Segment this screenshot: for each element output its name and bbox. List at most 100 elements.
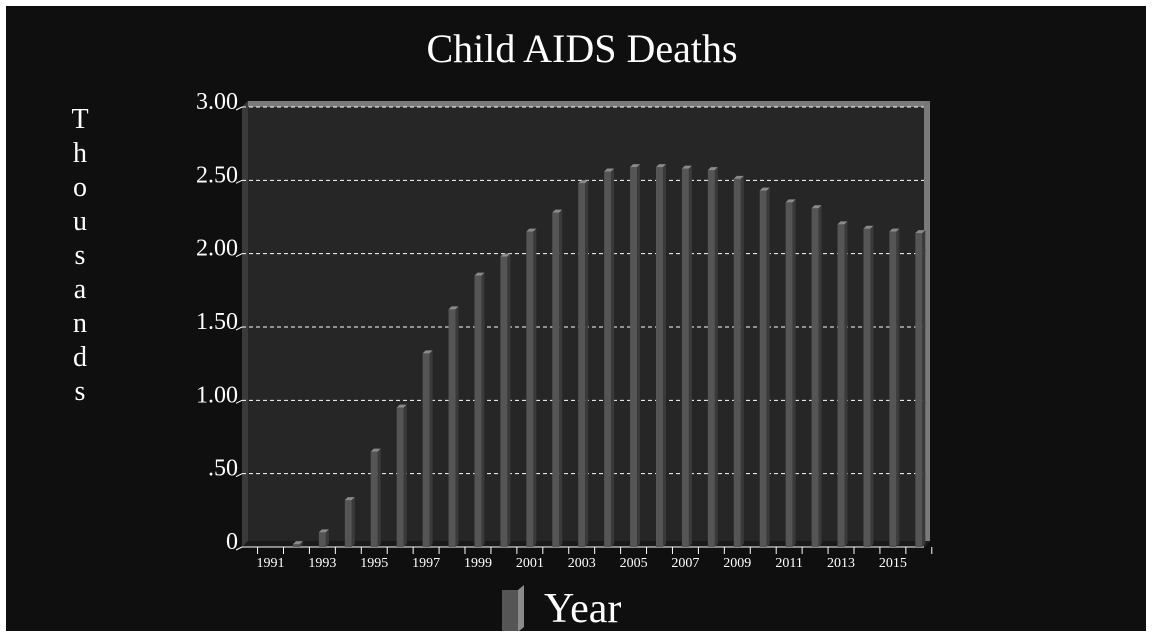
bar	[448, 309, 456, 547]
chart-frame: Child AIDS Deaths 0 .50 1.00 1.50 2.00 2.50 3.…	[6, 6, 1146, 631]
bar	[630, 167, 638, 547]
bar	[863, 228, 871, 547]
chart: Child AIDS Deaths 0 .50 1.00 1.50 2.00 2.50 3.…	[196, 26, 933, 631]
y-tick	[235, 179, 243, 184]
bar	[396, 407, 404, 547]
bar	[889, 231, 897, 547]
bar-side	[922, 230, 926, 547]
y-axis-label-char: u	[73, 206, 87, 237]
y-axis-label-char: T	[71, 104, 89, 135]
bar-side	[325, 529, 329, 547]
plot-area: 0 .50 1.00 1.50 2.00 2.50 3.00 1991 1993 1995 1997…	[196, 89, 933, 571]
bar-side	[766, 187, 770, 547]
y-tick	[235, 253, 243, 258]
y-tick-label: .50	[208, 456, 238, 482]
bar-top	[318, 529, 329, 533]
y-tick	[235, 473, 243, 478]
y-tick-label: 2.00	[196, 236, 238, 262]
bar	[811, 208, 819, 547]
bar-top	[604, 168, 615, 172]
bar	[707, 170, 715, 548]
bar-side	[611, 168, 615, 548]
bar-side	[429, 350, 433, 547]
y-axis-label-char: h	[73, 138, 87, 169]
y-tick-label: 0	[226, 529, 238, 555]
bar-side	[740, 175, 744, 547]
bar-top	[759, 187, 770, 191]
bar-side	[792, 199, 796, 548]
bar-side	[585, 180, 589, 547]
bar	[344, 500, 352, 547]
bar-side	[818, 205, 822, 547]
legend-swatch-side	[518, 585, 524, 631]
bar	[759, 190, 767, 547]
bar-side	[688, 165, 692, 547]
x-tick-label: 1995	[360, 556, 388, 571]
bar	[552, 212, 560, 547]
bar-side	[507, 253, 511, 547]
bar-top	[681, 165, 692, 169]
plot-frame-left	[242, 101, 248, 547]
bar	[681, 168, 689, 547]
bar-top	[630, 164, 641, 168]
bar-top	[785, 199, 796, 203]
bar-top	[811, 205, 822, 209]
y-axis-label-char: d	[73, 342, 87, 373]
x-tick-label: 2005	[620, 556, 648, 571]
x-tick-label: 2013	[827, 556, 855, 571]
bar	[526, 231, 534, 547]
bar-side	[870, 225, 874, 547]
bar	[370, 451, 378, 547]
bar	[785, 202, 793, 548]
bar-side	[637, 164, 641, 547]
bar	[292, 544, 300, 547]
x-tick-label: 2003	[568, 556, 596, 571]
y-axis-label-char: s	[74, 240, 86, 271]
legend-swatch	[502, 590, 518, 631]
y-tick-label: 1.00	[196, 382, 238, 408]
bar-top	[474, 272, 485, 276]
bar-top	[915, 230, 926, 234]
x-tick-label: 1997	[412, 556, 440, 571]
bar-top	[837, 221, 848, 225]
bar-top	[422, 350, 433, 354]
y-tick	[235, 106, 243, 111]
bar	[474, 275, 482, 547]
bar-top	[526, 228, 537, 232]
bar	[318, 532, 326, 547]
plot-frame-top	[242, 101, 930, 107]
y-axis-label-char: s	[74, 376, 86, 407]
bar	[604, 171, 612, 548]
y-tick	[235, 399, 243, 404]
bar-side	[533, 228, 537, 547]
x-tick-label: 2007	[671, 556, 699, 571]
bar-side	[844, 221, 848, 548]
bar-side	[559, 209, 563, 547]
bar	[837, 224, 845, 548]
bar-top	[292, 541, 303, 545]
bar	[422, 353, 430, 547]
bar-side	[377, 448, 381, 547]
bar-top	[448, 306, 459, 310]
bar-top	[733, 175, 744, 179]
bar-top	[889, 228, 900, 232]
legend: Year	[502, 585, 621, 631]
y-tick	[235, 546, 243, 551]
y-tick	[235, 326, 243, 331]
legend-label: Year	[544, 586, 621, 631]
bar-top	[655, 164, 666, 168]
y-axis-label-char: a	[73, 274, 87, 305]
x-tick-label: 2015	[879, 556, 907, 571]
bar-side	[896, 228, 900, 547]
x-tick-label: 2009	[723, 556, 751, 571]
bar-top	[500, 253, 511, 257]
y-tick-label: 2.50	[196, 162, 238, 188]
x-tick-label: 2011	[775, 556, 802, 571]
x-tick-label: 1993	[308, 556, 336, 571]
plot-frame-right	[924, 101, 930, 547]
bar-side	[299, 541, 303, 547]
bar-side	[455, 306, 459, 547]
x-tick-label: 2001	[516, 556, 544, 571]
bar-top	[344, 497, 355, 501]
y-axis-label-char: n	[73, 308, 87, 339]
